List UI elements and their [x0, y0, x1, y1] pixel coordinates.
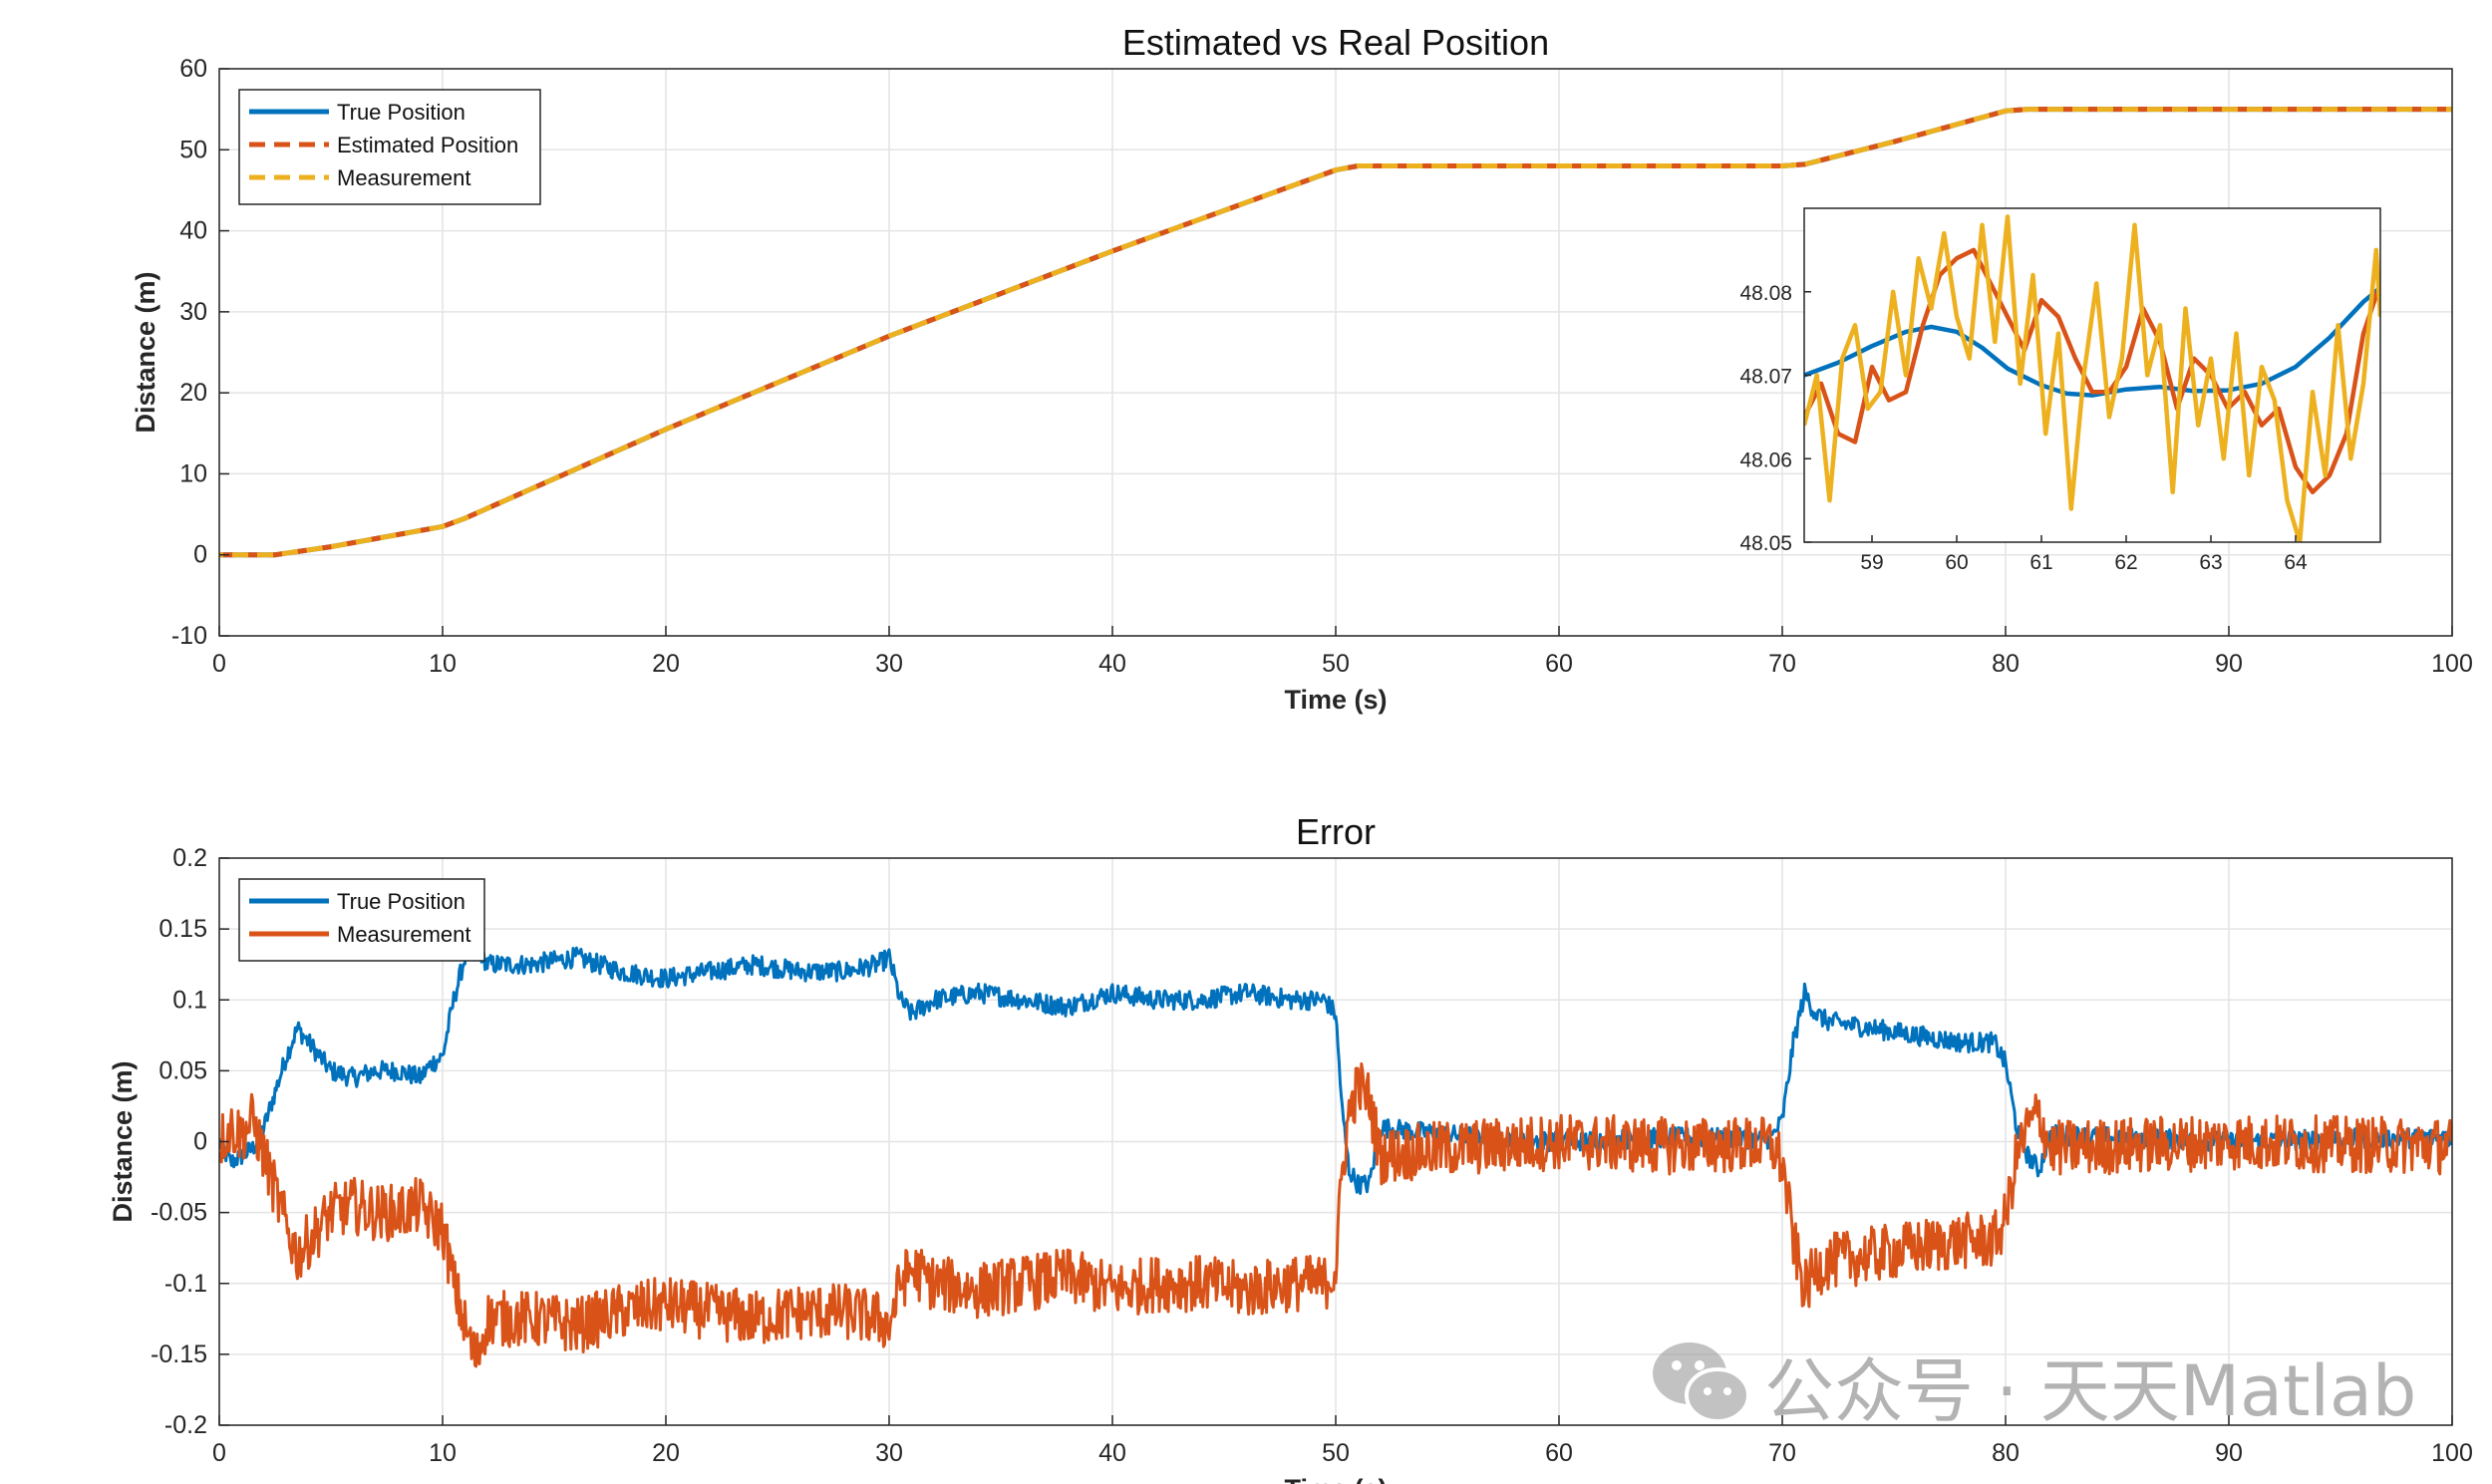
- err-ytick-1: -0.15: [151, 1340, 207, 1368]
- err-legend: True Position Measurement: [238, 878, 485, 962]
- inset-xtick-3: 62: [2114, 551, 2137, 574]
- err-ytick-5: 0.05: [158, 1056, 207, 1084]
- top-ytick-4: 30: [179, 298, 207, 326]
- err-legend-item-0: True Position: [337, 889, 466, 914]
- inset-xtick-0: 59: [1860, 551, 1883, 574]
- top-xtick-5: 50: [1322, 650, 1350, 678]
- top-xlabel: Time (s): [1284, 685, 1387, 715]
- err-xtick-10: 100: [2431, 1439, 2473, 1467]
- err-xtick-1: 10: [429, 1439, 457, 1467]
- top-ytick-7: 60: [179, 55, 207, 83]
- err-ylabel: Distance (m): [108, 1060, 138, 1222]
- top-xtick-8: 80: [1992, 650, 2020, 678]
- inset-ytick-3: 48.08: [1739, 282, 1792, 305]
- err-xtick-9: 90: [2215, 1439, 2243, 1467]
- wechat-icon: [1653, 1342, 1750, 1423]
- top-ytick-3: 20: [179, 379, 207, 407]
- err-xtick-7: 70: [1768, 1439, 1796, 1467]
- inset-xtick-2: 61: [2029, 551, 2052, 574]
- err-xtick-6: 60: [1545, 1439, 1573, 1467]
- top-xtick-10: 100: [2431, 650, 2473, 678]
- inset-xtick-4: 63: [2199, 551, 2222, 574]
- err-legend-item-1: Measurement: [337, 922, 471, 947]
- inset-ytick-2: 48.07: [1739, 366, 1792, 389]
- top-legend-item-2: Measurement: [337, 165, 471, 190]
- top-xtick-9: 90: [2215, 650, 2243, 678]
- top-ytick-5: 40: [179, 217, 207, 245]
- top-ytick-6: 50: [179, 136, 207, 163]
- err-xtick-0: 0: [212, 1439, 226, 1467]
- err-xtick-3: 30: [875, 1439, 903, 1467]
- watermark-text: 公众号 · 天天Matlab: [1764, 1350, 2416, 1432]
- err-ytick-6: 0.1: [172, 986, 207, 1014]
- top-xtick-2: 20: [652, 650, 680, 678]
- top-xtick-0: 0: [212, 650, 226, 678]
- err-ytick-2: -0.1: [164, 1270, 207, 1298]
- err-xlabel: Time (s): [1284, 1474, 1387, 1484]
- err-ytick-4: 0: [193, 1128, 207, 1156]
- top-xtick-4: 40: [1098, 650, 1126, 678]
- inset-ytick-1: 48.06: [1739, 448, 1792, 471]
- inset-ytick-0: 48.05: [1739, 532, 1792, 555]
- top-series-1-line: [219, 107, 2452, 558]
- err-xtick-4: 40: [1098, 1439, 1126, 1467]
- err-xtick-5: 50: [1322, 1439, 1350, 1467]
- err-series-1-line: [219, 1061, 2452, 1368]
- watermark: 公众号 · 天天Matlab: [1653, 1342, 2416, 1432]
- error-axes: 0 10 20 30 40 50 60 70 80 90 100 -0.2 -0.15 -0.1 -0.05…: [108, 811, 2473, 1484]
- err-ytick-8: 0.2: [172, 844, 207, 872]
- err-xtick-2: 20: [652, 1439, 680, 1467]
- top-title: Estimated vs Real Position: [1122, 22, 1549, 63]
- err-ytick-3: -0.05: [151, 1199, 207, 1227]
- inset-series-1-line: [1804, 247, 2380, 495]
- inset-series-2-line: [1804, 214, 2380, 542]
- top-xtick-7: 70: [1768, 650, 1796, 678]
- top-xtick-1: 10: [429, 650, 457, 678]
- top-legend-item-1: Estimated Position: [337, 133, 518, 157]
- err-ytick-7: 0.15: [158, 915, 207, 943]
- top-series-2-line: [219, 107, 2452, 558]
- inset-xtick-5: 64: [2284, 551, 2308, 574]
- top-ytick-2: 10: [179, 459, 207, 487]
- inset-xtick-1: 60: [1945, 551, 1968, 574]
- top-legend: True Position Estimated Position Measureme…: [238, 89, 541, 205]
- top-ytick-1: 0: [193, 541, 207, 569]
- top-xtick-6: 60: [1545, 650, 1573, 678]
- top-legend-item-0: True Position: [337, 100, 466, 125]
- err-xtick-8: 80: [1992, 1439, 2020, 1467]
- err-ytick-0: -0.2: [164, 1411, 207, 1439]
- top-xtick-3: 30: [875, 650, 903, 678]
- top-ytick-0: -10: [171, 622, 207, 650]
- top-ylabel: Distance (m): [131, 271, 160, 433]
- inset-axes: 59 60 61 62 63 64 48.05 48.06 48.07 48.08: [1739, 207, 2381, 574]
- err-title: Error: [1296, 811, 1376, 852]
